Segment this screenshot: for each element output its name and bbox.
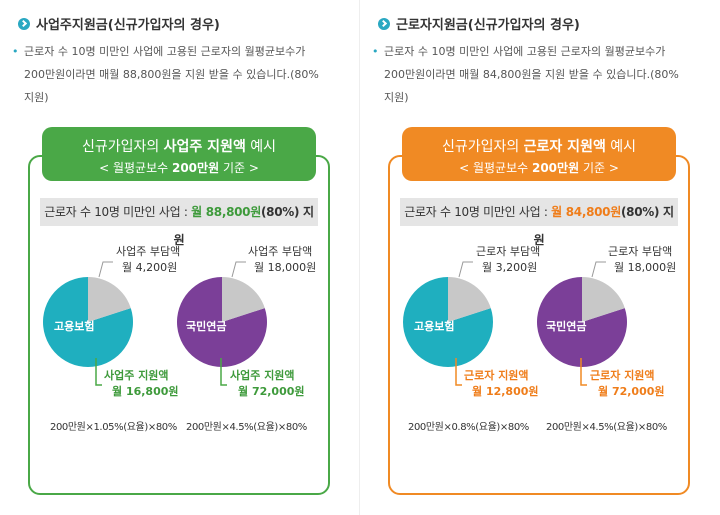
worker-section-header: 근로자지원금(신규가입자의 경우): [378, 14, 580, 33]
employer-description-line2: 200만원이라면 매월 88,800원을 지원 받을 수 있습니다.(80%: [24, 68, 319, 81]
worker-pension-support-label: 근로자 지원액 월 72,000원: [590, 369, 665, 398]
worker-pension-top-leader: [591, 261, 606, 278]
employer-pension-burden-label: 사업주 부담액 월 18,000원: [248, 245, 317, 274]
worker-insurance-top-leader: [458, 261, 473, 278]
worker-pension-bottom-leader: [580, 358, 587, 386]
employer-insurance-pie-label: 고용보험: [54, 320, 95, 333]
worker-pension-pie-main: [537, 277, 628, 368]
worker-pension-pie-share: [582, 277, 625, 322]
employer-pension-formula: 200만원×4.5%(요율)×80%: [186, 422, 307, 433]
worker-support-column: 근로자지원금(신규가입자의 경우) • 근로자 수 10명 미만인 사업에 고용…: [360, 0, 720, 515]
employer-insurance-bottom-leader: [95, 358, 102, 386]
worker-pie-charts: [403, 261, 628, 386]
chevron-right-icon: [18, 17, 30, 30]
chevron-right-icon: [378, 17, 390, 30]
bullet-dot-icon: •: [12, 45, 19, 58]
employer-pension-support-label: 사업주 지원액 월 72,000원: [230, 369, 305, 398]
column-divider: [359, 0, 360, 515]
employer-insurance-burden-label: 사업주 부담액 월 4,200원: [116, 245, 181, 274]
employer-insurance-pie-share: [88, 277, 131, 322]
employer-insurance-top-leader: [98, 261, 113, 278]
employer-description-line3: 지원): [24, 91, 49, 104]
worker-description: • 근로자 수 10명 미만인 사업에 고용된 근로자의 월평균보수가 200만…: [372, 40, 708, 109]
worker-insurance-formula: 200만원×0.8%(요율)×80%: [408, 422, 529, 433]
worker-section-title: 근로자지원금(신규가입자의 경우): [396, 18, 580, 33]
worker-card-header: 신규가입자의 근로자 지원액 예시 < 월평균보수 200만원 기준 >: [402, 127, 676, 181]
worker-insurance-pie-label: 고용보험: [414, 320, 455, 333]
worker-pension-formula: 200만원×4.5%(요율)×80%: [546, 422, 667, 433]
employer-card-subtitle: < 월평균보수 200만원 기준 >: [99, 161, 259, 175]
bullet-dot-icon: •: [372, 45, 379, 58]
employer-pension-pie-main: [177, 277, 268, 368]
employer-summary-bar: 근로자 수 10명 미만인 사업 : 월 88,800원(80%) 지원: [40, 198, 318, 247]
worker-card-subtitle: < 월평균보수 200만원 기준 >: [459, 161, 619, 175]
employer-pie-charts: [43, 261, 268, 386]
employer-pension-pie-share: [222, 277, 265, 322]
employer-section-header: 사업주지원금(신규가입자의 경우): [18, 14, 220, 33]
employer-description: • 근로자 수 10명 미만인 사업에 고용된 근로자의 월평균보수가 200만…: [12, 40, 348, 109]
employer-card-header: 신규가입자의 사업주 지원액 예시 < 월평균보수 200만원 기준 >: [42, 127, 316, 181]
employer-pension-pie-label: 국민연금: [186, 320, 227, 333]
worker-card-title: 신규가입자의 근로자 지원액 예시: [441, 139, 637, 155]
worker-pension-burden-label: 근로자 부담액 월 18,000원: [608, 245, 677, 274]
employer-insurance-formula: 200만원×1.05%(요율)×80%: [50, 422, 177, 433]
worker-pension-pie-label: 국민연금: [546, 320, 587, 333]
employer-pension-top-leader: [231, 261, 246, 278]
worker-insurance-burden-label: 근로자 부담액 월 3,200원: [476, 245, 541, 274]
employer-support-column: 사업주지원금(신규가입자의 경우) • 근로자 수 10명 미만인 사업에 고용…: [0, 0, 360, 515]
worker-description-line1: 근로자 수 10명 미만인 사업에 고용된 근로자의 월평균보수가: [384, 45, 666, 58]
worker-description-line2: 200만원이라면 매월 84,800원을 지원 받을 수 있습니다.(80%: [384, 68, 679, 81]
worker-description-line3: 지원): [384, 91, 409, 104]
employer-section-title: 사업주지원금(신규가입자의 경우): [36, 18, 220, 33]
worker-summary-bar: 근로자 수 10명 미만인 사업 : 월 84,800원(80%) 지원: [400, 198, 678, 247]
worker-insurance-pie-share: [448, 277, 491, 322]
employer-pension-bottom-leader: [220, 358, 227, 386]
worker-insurance-pie-main: [403, 277, 494, 367]
employer-insurance-support-label: 사업주 지원액 월 16,800원: [104, 369, 179, 398]
worker-insurance-support-label: 근로자 지원액 월 12,800원: [464, 369, 539, 398]
employer-insurance-pie-main: [43, 277, 134, 367]
employer-card-title: 신규가입자의 사업주 지원액 예시: [81, 139, 277, 155]
employer-description-line1: 근로자 수 10명 미만인 사업에 고용된 근로자의 월평균보수가: [24, 45, 306, 58]
worker-insurance-bottom-leader: [455, 358, 462, 386]
